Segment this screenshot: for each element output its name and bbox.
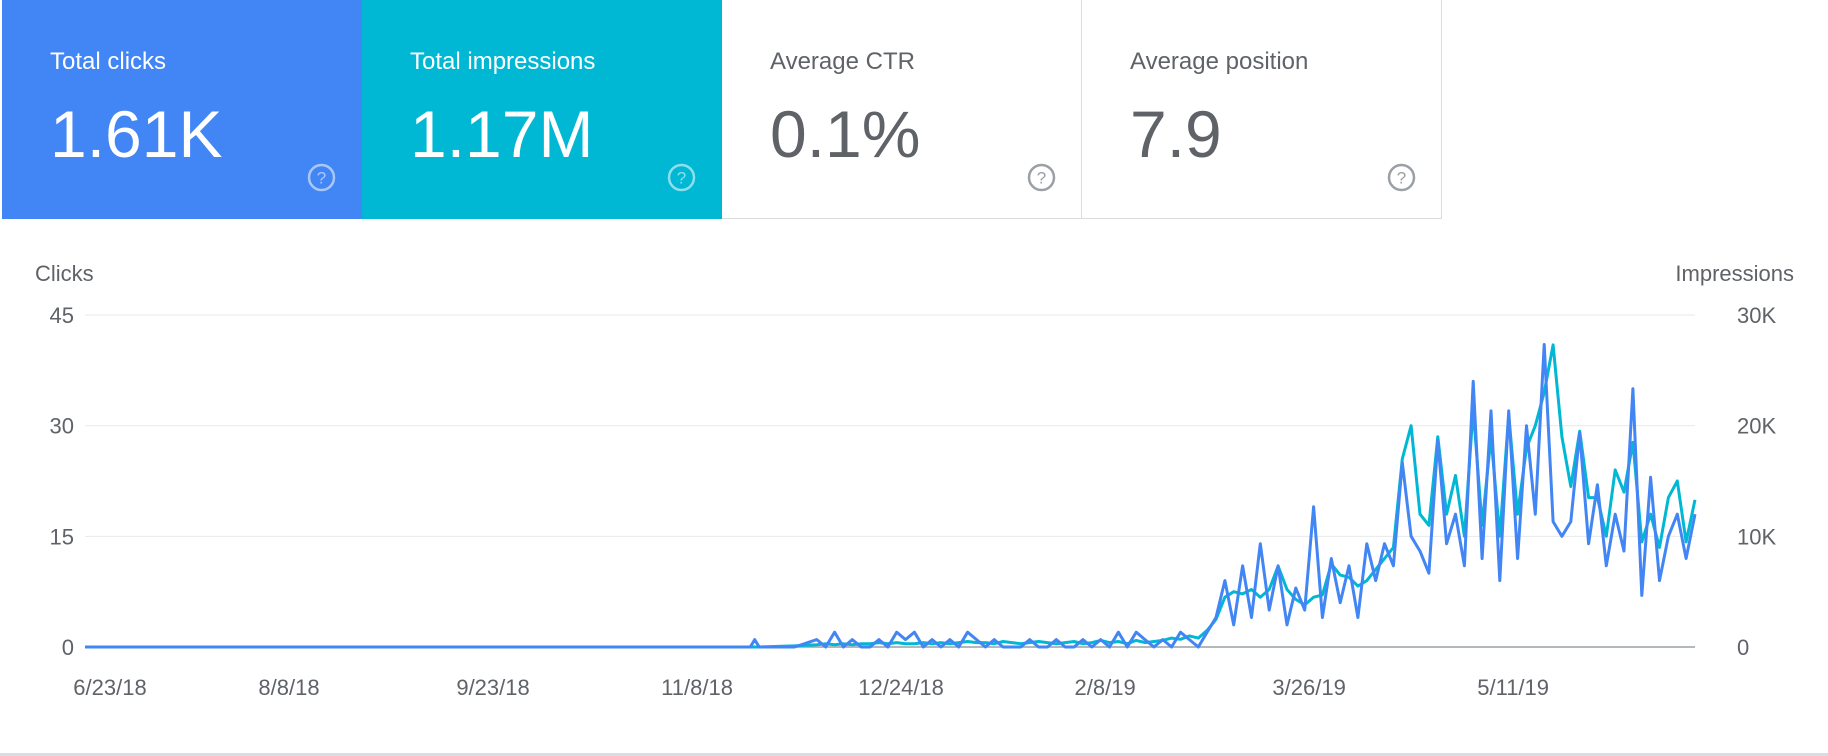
tile-value: 0.1% xyxy=(770,97,921,171)
tile-label: Total clicks xyxy=(50,48,167,75)
help-circle-icon[interactable]: ? xyxy=(307,163,336,192)
clicks-series-line xyxy=(85,343,1697,649)
y-right-tick-label: 30K xyxy=(1737,303,1776,328)
y-right-tick-label: 20K xyxy=(1737,414,1776,439)
x-tick-label: 6/23/18 xyxy=(73,675,146,700)
y-left-tick-label: 30 xyxy=(50,414,74,439)
tile-value: 7.9 xyxy=(1130,97,1222,171)
x-tick-label: 5/11/19 xyxy=(1477,675,1549,700)
y-right-tick-label: 10K xyxy=(1737,524,1776,549)
tile-label: Average CTR xyxy=(770,48,915,75)
total-clicks-tile[interactable]: Total clicks 1.61K ? xyxy=(2,0,362,219)
x-tick-label: 11/8/18 xyxy=(661,675,733,700)
y-right-axis-title: Impressions xyxy=(1675,261,1794,286)
y-left-tick-label: 0 xyxy=(62,635,74,660)
total-impressions-tile[interactable]: Total impressions 1.17M ? xyxy=(362,0,722,219)
y-left-tick-label: 15 xyxy=(50,524,74,549)
x-tick-label: 3/26/19 xyxy=(1272,675,1345,700)
svg-text:?: ? xyxy=(677,169,686,188)
chart-svg: 0 0 15 10K 30 20K 45 30K Clicks Impressions 6/23/1… xyxy=(35,261,1794,700)
performance-chart: 0 0 15 10K 30 20K 45 30K Clicks Impressions 6/23/1… xyxy=(0,219,1828,756)
tile-label: Average position xyxy=(1130,48,1309,75)
y-left-tick-label: 45 xyxy=(50,303,74,328)
average-ctr-tile[interactable]: Average CTR 0.1% ? xyxy=(722,0,1082,219)
tile-value: 1.17M xyxy=(410,97,594,171)
svg-text:?: ? xyxy=(1397,169,1406,188)
svg-text:?: ? xyxy=(1037,169,1046,188)
tile-value: 1.61K xyxy=(50,97,223,171)
help-circle-icon[interactable]: ? xyxy=(1027,163,1056,192)
y-left-axis-title: Clicks xyxy=(35,261,94,286)
help-circle-icon[interactable]: ? xyxy=(1387,163,1416,192)
y-right-tick-label: 0 xyxy=(1737,635,1749,660)
svg-text:?: ? xyxy=(317,169,326,188)
average-position-tile[interactable]: Average position 7.9 ? xyxy=(1082,0,1442,219)
impressions-series-line xyxy=(85,343,1697,649)
bottom-divider xyxy=(0,753,1828,756)
help-circle-icon[interactable]: ? xyxy=(667,163,696,192)
x-tick-label: 9/23/18 xyxy=(456,675,529,700)
metric-tiles: Total clicks 1.61K ? Total impressions 1… xyxy=(2,0,1442,219)
tile-label: Total impressions xyxy=(410,48,596,75)
x-tick-label: 12/24/18 xyxy=(858,675,944,700)
x-tick-label: 2/8/19 xyxy=(1075,675,1136,700)
x-tick-label: 8/8/18 xyxy=(258,675,319,700)
